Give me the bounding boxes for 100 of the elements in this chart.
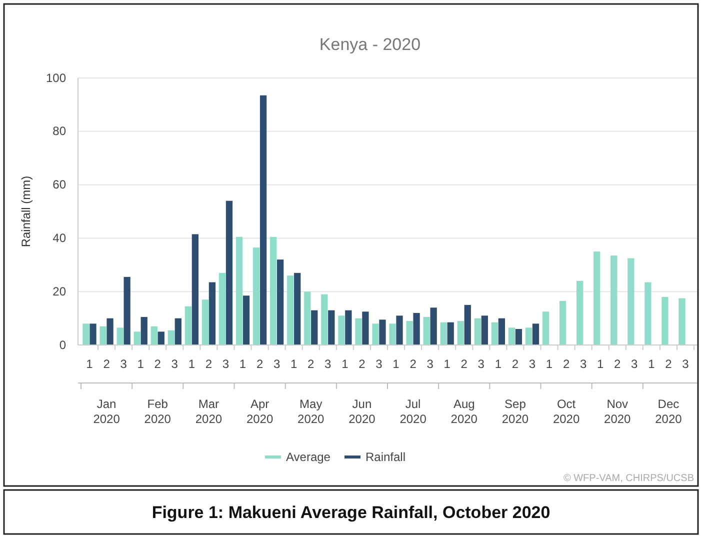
x-tick-label: 3: [171, 357, 178, 371]
text: Aug 2020: [450, 397, 478, 426]
bar: [202, 300, 209, 345]
x-tick-label: 3: [273, 357, 280, 371]
text: Mar 2020: [195, 397, 222, 426]
x-tick-label: 2: [562, 357, 570, 371]
bar: [90, 324, 96, 345]
text: Nov 2020: [604, 397, 632, 426]
bar: [396, 316, 403, 345]
chart-title: Kenya - 2020: [319, 35, 421, 54]
x-tick-label: 1: [188, 357, 196, 371]
x-tick-label: 3: [580, 357, 587, 371]
bar: [100, 326, 106, 345]
x-tick-label: 1: [342, 357, 349, 371]
bar: [372, 324, 379, 345]
bar: [457, 320, 464, 345]
x-tick-label: 2: [410, 357, 417, 371]
bar: [559, 300, 566, 345]
x-tick-label: 1: [597, 357, 604, 371]
bar: [644, 282, 652, 345]
text: Jan 2020: [93, 397, 120, 426]
bar: [508, 328, 516, 345]
x-tick-label: 2: [103, 357, 110, 371]
bar: [116, 328, 124, 345]
bar: [498, 318, 505, 345]
bar: [338, 316, 345, 345]
y-tick-label: 60: [52, 178, 66, 192]
bar: [321, 294, 328, 345]
bar: [355, 318, 362, 345]
x-tick-label: 1: [444, 357, 451, 371]
bar: [174, 318, 182, 345]
x-tick-label: 2: [665, 357, 672, 371]
x-tick-label: 2: [460, 357, 468, 371]
x-tick-label: 2: [614, 357, 622, 371]
x-tick-label: 1: [239, 357, 246, 371]
bar: [594, 252, 600, 345]
x-tick-label: 1: [137, 357, 144, 371]
text: Sep 2020: [502, 397, 529, 426]
x-tick-label: 3: [631, 357, 638, 371]
bar: [440, 322, 447, 345]
bar: [447, 322, 454, 345]
bar: [532, 324, 540, 345]
bar: [192, 234, 198, 345]
bar: [628, 258, 634, 345]
caption: Figure 1: Makueni Average Rainfall, October 2020: [152, 503, 550, 522]
bar: [491, 322, 498, 345]
x-tick-label: 1: [494, 357, 502, 371]
bar: [236, 236, 243, 345]
bar: [82, 324, 90, 345]
bar: [576, 280, 584, 345]
bar: [226, 200, 233, 345]
bar: [252, 248, 260, 345]
bar: [184, 306, 192, 345]
bar: [140, 316, 148, 345]
x-tick-label: 3: [682, 357, 690, 371]
x-tick-label: 3: [528, 357, 536, 371]
bar: [242, 296, 250, 345]
bar: [389, 324, 396, 345]
x-tick-label: 2: [256, 357, 264, 371]
bar: [276, 260, 284, 345]
text: Oct 2020: [552, 397, 580, 426]
x-tick-label: 3: [324, 357, 332, 371]
bar: [542, 312, 550, 345]
bar: [413, 312, 420, 345]
bar: [260, 95, 267, 345]
x-tick-label: 2: [512, 357, 519, 371]
x-tick-label: 3: [222, 357, 230, 371]
x-tick-label: 1: [392, 357, 400, 371]
y-axis-title: Rainfall (mm): [19, 176, 33, 248]
bar: [474, 318, 481, 345]
bar: [362, 312, 369, 345]
text: Dec 2020: [655, 397, 682, 426]
x-tick-label: 1: [546, 357, 553, 371]
x-tick-label: 3: [376, 357, 383, 371]
text: Jul 2020: [400, 397, 427, 426]
y-tick-label: 80: [52, 124, 66, 138]
bar: [525, 328, 532, 345]
bar: [464, 304, 471, 345]
bar: [287, 276, 294, 345]
y-tick-label: 0: [59, 338, 66, 352]
y-tick-label: 40: [52, 231, 66, 246]
x-tick-label: 3: [478, 357, 485, 371]
bar: [481, 316, 488, 345]
bar: [168, 330, 174, 345]
bar: [208, 282, 216, 345]
legend-label: Average: [286, 450, 331, 464]
bar: [304, 292, 311, 345]
x-tick-label: 1: [290, 357, 298, 371]
bar: [610, 256, 618, 345]
bar: [328, 310, 335, 345]
bar: [379, 320, 386, 345]
bar: [311, 310, 318, 345]
bar: [662, 296, 668, 345]
x-tick-label: 3: [426, 357, 434, 371]
bar: [106, 318, 114, 345]
bar: [294, 272, 301, 345]
bar: [678, 298, 686, 345]
y-tick-label: 20: [52, 284, 66, 298]
text: May 2020: [298, 397, 325, 426]
x-tick-label: 2: [358, 357, 366, 371]
